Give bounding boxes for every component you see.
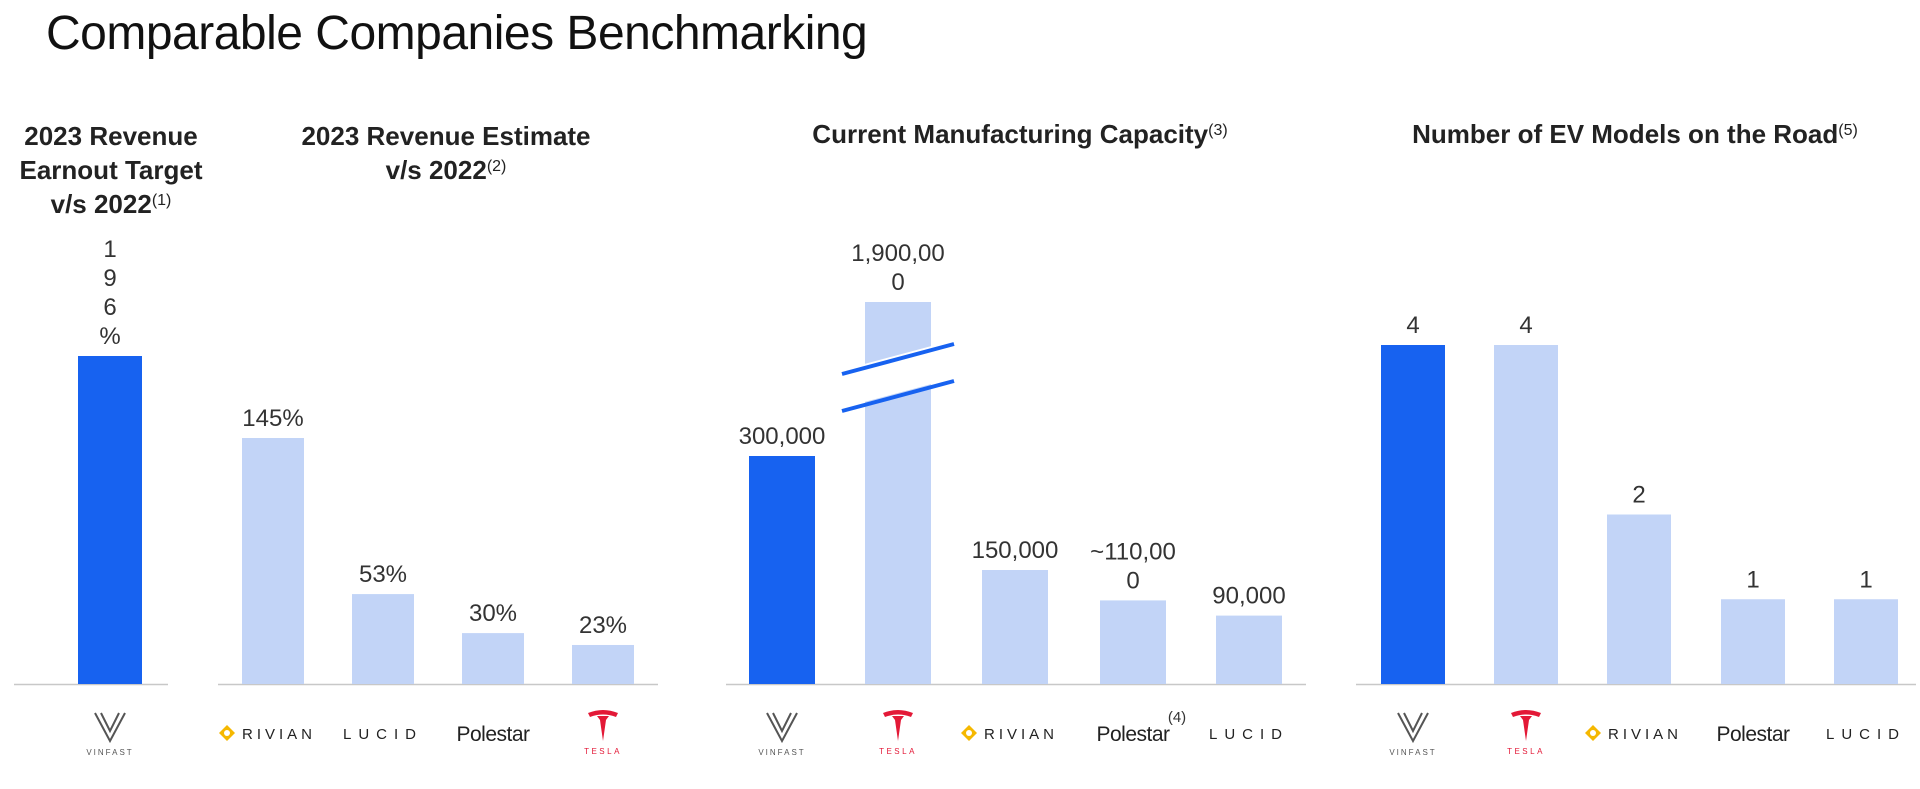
data-label-lucid: 1 (1859, 566, 1872, 593)
data-label-polestar: ~110,00 0 (1090, 538, 1176, 594)
lucid-logo: LUCID (1826, 726, 1906, 743)
bar-polestar (462, 633, 524, 684)
rivian-logo: RIVIAN (1585, 725, 1682, 743)
vinfast-v-icon (94, 712, 126, 744)
axis-break-line (841, 379, 955, 413)
data-label-polestar: 30% (469, 600, 517, 627)
panel-title-manufacturing-capacity: Current Manufacturing Capacity(3) (730, 117, 1310, 151)
rivian-logo: RIVIAN (219, 725, 316, 743)
vinfast-logo: VINFAST (1389, 712, 1436, 757)
bar-lucid (1216, 615, 1282, 684)
data-label-lucid: 90,000 (1212, 583, 1285, 610)
footnote-marker: (2) (486, 158, 507, 175)
data-label-vinfast: 4 (1406, 312, 1419, 339)
bar-vinfast (1381, 345, 1445, 684)
polestar-wordmark: Polestar (1096, 723, 1170, 746)
bar-lucid (352, 594, 414, 684)
data-label-rivian: 150,000 (972, 537, 1059, 564)
tesla-t-bar-icon (883, 710, 913, 717)
bar-lucid (1834, 599, 1898, 684)
chart-3: 300,000 VINFAST 1,900,00 0 TESLA 150,000 RIVIA… (726, 240, 1306, 757)
panel-title-earnout: 2023 Revenue Earnout Target v/s 2022(1) (0, 119, 222, 221)
rivian-logo: RIVIAN (961, 725, 1058, 743)
tesla-t-bar-icon (1511, 710, 1541, 717)
footnote-marker: (1) (151, 192, 172, 209)
rivian-wordmark: RIVIAN (242, 726, 316, 743)
panel-title-line: v/s 2022 (50, 189, 152, 219)
data-label-tesla: 1,900,00 0 (851, 240, 944, 296)
polestar-logo: Polestar (456, 723, 530, 746)
tesla-logo: TESLA (1507, 710, 1545, 756)
lucid-logo: LUCID (1209, 726, 1289, 743)
data-label-tesla: 23% (579, 612, 627, 639)
bar-vinfast (78, 356, 142, 684)
panel-title-line: 2023 Revenue (24, 121, 198, 151)
rivian-wordmark: RIVIAN (1608, 726, 1682, 743)
vinfast-wordmark: VINFAST (86, 748, 133, 757)
tesla-wordmark: TESLA (584, 747, 622, 756)
data-label-vinfast: 300,000 (739, 423, 826, 450)
bar-rivian (982, 570, 1048, 684)
polestar-wordmark: Polestar (456, 723, 530, 746)
rivian-diamond-center-icon (966, 730, 972, 736)
polestar-wordmark: Polestar (1716, 723, 1790, 746)
rivian-diamond-center-icon (224, 730, 230, 736)
panel-title-revenue-estimate: 2023 Revenue Estimate v/s 2022(2) (250, 119, 642, 187)
lucid-wordmark: LUCID (1826, 726, 1906, 743)
bar-rivian (1607, 514, 1671, 684)
bar-polestar (1721, 599, 1785, 684)
lucid-logo: LUCID (343, 726, 423, 743)
chart-1: 1 9 6 % VINFAST (14, 236, 168, 757)
axis-break-line (841, 342, 955, 376)
vinfast-wordmark: VINFAST (758, 748, 805, 757)
bar-polestar (1100, 600, 1166, 684)
rivian-diamond-center-icon (1590, 730, 1596, 736)
axis-break-gap (842, 340, 954, 408)
data-label-lucid: 53% (359, 561, 407, 588)
panel-title-line: Earnout Target (19, 155, 203, 185)
bar-rivian (242, 438, 304, 684)
bar-tesla (1494, 345, 1558, 684)
tesla-wordmark: TESLA (1507, 747, 1545, 756)
lucid-wordmark: LUCID (343, 726, 423, 743)
vinfast-wordmark: VINFAST (1389, 748, 1436, 757)
data-label-tesla: 4 (1519, 312, 1532, 339)
panel-title-line: Current Manufacturing Capacity (812, 119, 1209, 149)
polestar-logo: Polestar (1716, 723, 1790, 746)
data-label-rivian: 2 (1632, 482, 1645, 509)
lucid-wordmark: LUCID (1209, 726, 1289, 743)
footnote-marker: (3) (1208, 122, 1228, 139)
chart-2: 145% RIVIAN 53% LUCID 30% Polestar 23% TESLA (218, 405, 658, 756)
tesla-logo: TESLA (584, 710, 622, 756)
chart-4: 4 VINFAST 4 TESLA 2 RIVIAN 1 Polestar 1 LUCID (1356, 312, 1916, 757)
rivian-wordmark: RIVIAN (984, 726, 1058, 743)
polestar-logo: Polestar(4) (1096, 709, 1186, 746)
panel-title-line: v/s 2022 (385, 155, 487, 185)
panel-title-line: 2023 Revenue Estimate (301, 121, 591, 151)
tesla-t-stem-icon (597, 716, 609, 741)
panel-title-line: Number of EV Models on the Road (1412, 119, 1839, 149)
vinfast-logo: VINFAST (758, 712, 805, 757)
tesla-logo: TESLA (879, 710, 917, 756)
tesla-t-stem-icon (1520, 716, 1532, 741)
vinfast-v-icon (1397, 712, 1429, 744)
tesla-t-stem-icon (892, 716, 904, 741)
tesla-wordmark: TESLA (879, 747, 917, 756)
polestar-footnote-marker: (4) (1168, 709, 1186, 726)
bar-vinfast (749, 456, 815, 684)
bar-tesla (572, 644, 634, 684)
data-label-polestar: 1 (1746, 566, 1759, 593)
tesla-t-bar-icon (588, 710, 618, 717)
footnote-marker: (5) (1838, 122, 1858, 139)
data-label-vinfast: 1 9 6% (99, 236, 120, 350)
vinfast-v-icon (766, 712, 798, 744)
vinfast-logo: VINFAST (86, 712, 133, 757)
page-title: Comparable Companies Benchmarking (46, 7, 868, 60)
data-label-rivian: 145% (242, 405, 303, 432)
panel-title-ev-models: Number of EV Models on the Road(5) (1350, 117, 1920, 151)
